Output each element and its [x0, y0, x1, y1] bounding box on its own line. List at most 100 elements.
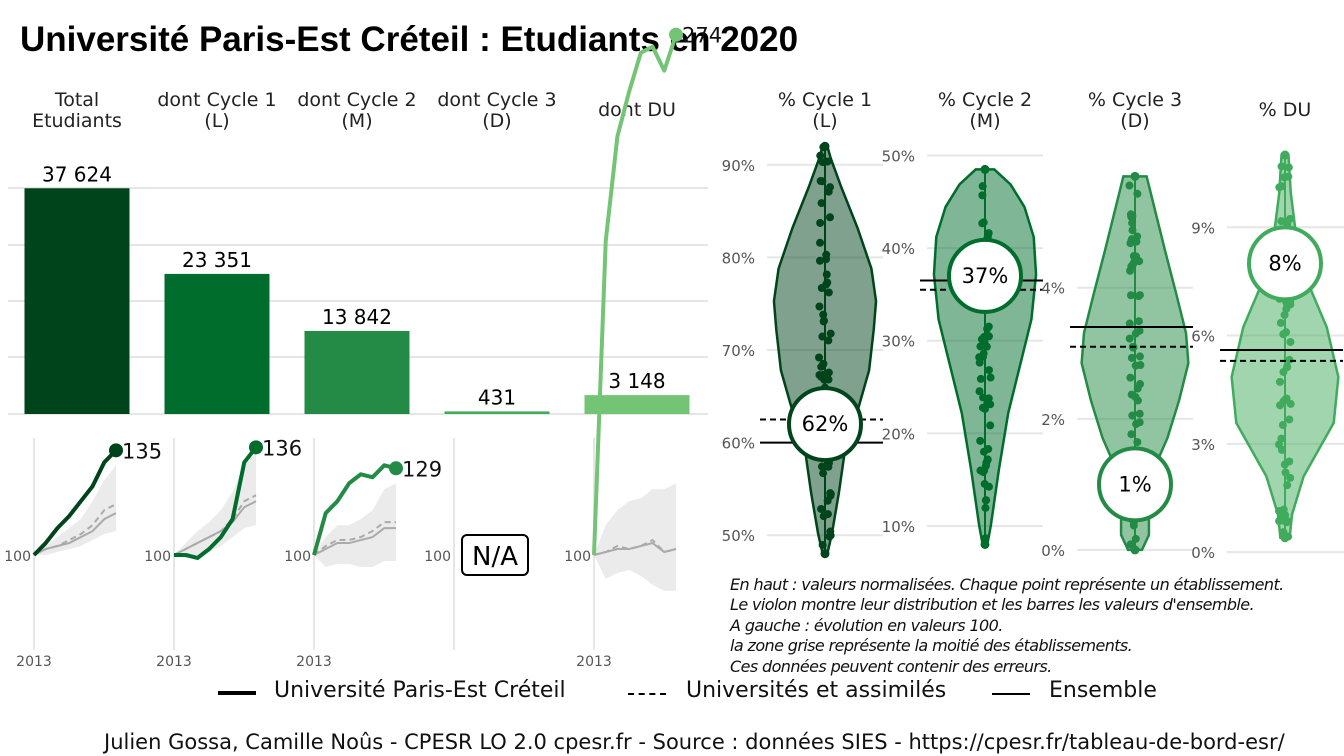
univ-assim-line [33, 503, 117, 556]
violin-point [1280, 311, 1289, 320]
violin-point [1285, 214, 1294, 223]
violin-point [981, 503, 990, 512]
violin-tick-label: 0% [1041, 542, 1065, 560]
line-start-label: 100 [144, 549, 171, 565]
legend-ensemble-swatch [992, 693, 1030, 695]
violin-point [1135, 409, 1144, 418]
univ-value-label: 62% [802, 412, 849, 436]
violin-point [1277, 434, 1286, 443]
line-start-label: 100 [564, 549, 591, 565]
violin-point [816, 151, 825, 160]
violin-point [1136, 380, 1145, 389]
violin-tick-label: 50% [882, 148, 915, 166]
bar-category-label: Total [54, 89, 99, 111]
violin-point [1281, 468, 1290, 477]
bar-value-label: 3 148 [608, 369, 665, 393]
univ-value-bubble [1097, 446, 1173, 523]
legend-univ-label: Université Paris-Est Créteil [274, 678, 566, 703]
univ-end-label: 135 [122, 439, 162, 463]
line-start-label: 100 [424, 549, 451, 565]
violin-point [1282, 328, 1291, 337]
line-x-tick-label: 2013 [576, 654, 612, 670]
violin-point [1131, 329, 1140, 338]
bar [164, 273, 270, 414]
violin-tick-label: 80% [722, 249, 755, 267]
violin-point [826, 329, 835, 338]
violin-point [1285, 355, 1294, 364]
violin-point [823, 278, 832, 287]
univ-value-label: 37% [962, 264, 1009, 288]
note-line-1: En haut : valeurs normalisées. Chaque po… [730, 575, 1284, 594]
line-x-tick-label: 2013 [16, 654, 52, 670]
bar [444, 411, 550, 414]
violin-point [818, 540, 827, 549]
violin-point [1133, 189, 1142, 198]
univ-value-bubble [947, 237, 1023, 314]
note-line-5: Ces données peuvent contenir des erreurs… [730, 656, 1052, 676]
violin-tick-label: 60% [722, 435, 755, 453]
violin-point [1128, 212, 1137, 221]
violin-point [817, 199, 826, 208]
violin-point [978, 182, 987, 191]
violin-header: % DU [1259, 99, 1312, 121]
violin-point [1277, 162, 1286, 171]
legend-univ-swatch [218, 691, 256, 695]
note-line-4: la zone grise représente la moitié des é… [730, 636, 1133, 656]
univ-end-label: 136 [262, 436, 302, 460]
violin-point [819, 469, 828, 478]
violin-point [979, 218, 988, 227]
bar-category-label: (L) [204, 110, 229, 132]
violin-point [1285, 415, 1294, 424]
univ-line [32, 448, 118, 557]
univ-assim-line [173, 494, 257, 556]
violin-point [986, 421, 995, 430]
violin-header: % Cycle 1 [778, 89, 872, 111]
violin-point [820, 316, 829, 325]
violin-tick-label: 40% [882, 240, 915, 258]
violin-point [819, 310, 828, 319]
legend-assim-label: Universités et assimilés [686, 678, 947, 703]
univ-end-point [249, 440, 263, 455]
violin-point [1130, 171, 1140, 181]
violin-point [1135, 352, 1144, 361]
violin-point [1280, 460, 1289, 469]
violin-tick-label: 90% [722, 157, 755, 175]
violin-point [1275, 507, 1284, 516]
violin-point [979, 393, 988, 402]
violin-point [816, 218, 825, 227]
legend: Université Paris-Est Créteil Universités… [0, 678, 1344, 710]
violin-point [820, 549, 830, 559]
violin-point [985, 366, 994, 375]
bar-category-label: (M) [341, 110, 372, 132]
violin-header: % Cycle 3 [1088, 89, 1182, 111]
violin-tick-label: 20% [882, 425, 915, 443]
violin-point [822, 255, 831, 264]
violin-point [984, 445, 993, 454]
bar-category-label: (D) [482, 110, 511, 132]
violin-point [1132, 420, 1141, 429]
violin-point [820, 141, 830, 151]
violin-tick-label: 4% [1041, 280, 1065, 298]
violin-point [823, 510, 832, 519]
na-box [461, 534, 529, 576]
ensemble-line [313, 527, 396, 556]
violin-point [822, 270, 831, 279]
bar-value-label: 37 624 [42, 162, 112, 186]
violin-point [1283, 481, 1292, 490]
violin-point [826, 491, 835, 500]
violin-point [1132, 237, 1141, 246]
note-line-2: Le violon montre leur distribution et le… [730, 595, 1255, 615]
bar-category-label: dont Cycle 3 [437, 89, 556, 111]
bar-category-label: dont DU [598, 99, 676, 121]
violin-point [975, 387, 984, 396]
violin-point [982, 342, 991, 351]
violin-point [983, 324, 992, 333]
violin-point [818, 332, 827, 341]
violin-point [819, 359, 828, 368]
chart-note: En haut : valeurs normalisées. Chaque po… [730, 575, 1284, 677]
violin-tick-label: 3% [1191, 436, 1215, 454]
univ-value-bubble [1247, 225, 1323, 302]
violin-point [976, 342, 985, 351]
bar-category-label: Etudiants [32, 110, 122, 132]
